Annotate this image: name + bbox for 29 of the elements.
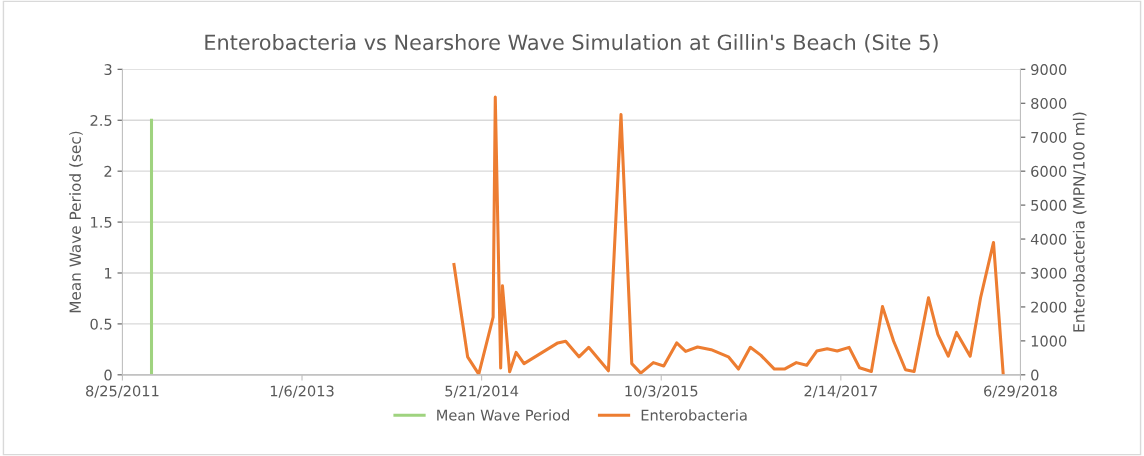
y2-tick-label: 2000 [1031,301,1067,313]
y-tick-label: 1 [105,267,112,279]
x-tick-label: 5/21/2014 [445,385,519,398]
x-tick-label: 10/3/2015 [625,385,698,398]
y2-tick-label: 5000 [1031,199,1067,211]
y2-tick-label: 1000 [1031,335,1067,347]
y-tick-label: 3 [104,64,112,76]
y2-axis-title: Enterobacteria (MPN/100 ml) [1072,112,1087,332]
legend-label: Mean Wave Period [437,409,569,421]
y2-tick-label: 7000 [1031,131,1067,143]
line-series [452,95,1005,375]
x-tick-label: 1/6/2013 [270,385,334,398]
x-tick-label: 6/29/2018 [984,385,1057,398]
y-axis-title: Mean Wave Period (sec) [69,131,83,313]
y2-tick-label: 3000 [1031,267,1067,279]
y2-tick-label: 8000 [1031,97,1067,110]
y-tick-label: 2.5 [90,114,112,126]
legend-label: Enterobacteria [641,409,747,421]
chart-title: Enterobacteria vs Nearshore Wave Simulation at Gillin's Beach (Site 5) [205,34,938,53]
y2-tick-label: 6000 [1031,165,1067,177]
y2-tick-label: 0 [1031,369,1039,381]
y-tick-label: 2 [104,165,112,177]
x-tick-label: 2/14/2017 [804,385,877,398]
x-tick-label: 8/25/2011 [86,385,159,398]
y-tick-label: 0.5 [90,318,112,330]
y-tick-label: 1.5 [91,216,112,228]
y2-tick-label: 4000 [1030,233,1067,245]
y-tick-label: 0 [104,369,112,381]
y2-tick-label: 9000 [1031,64,1067,76]
